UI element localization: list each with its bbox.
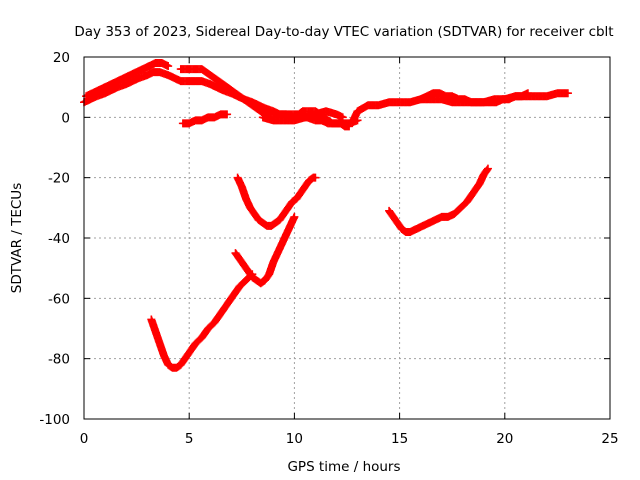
y-tick-label: 20	[53, 50, 70, 66]
x-tick-label: 0	[80, 431, 89, 447]
data-series-10	[231, 212, 299, 288]
axis-ticks: 0 5 10 15 20 25 -100 -80 -60 -40 -20 0 20	[39, 50, 618, 447]
data-point	[523, 89, 532, 98]
data-series-3	[258, 107, 347, 125]
data-series-7	[233, 173, 320, 230]
chart-title: Day 353 of 2023, Sidereal Day-to-day VTE…	[74, 24, 613, 40]
data-series-6	[416, 89, 532, 107]
x-tick-label: 10	[286, 431, 303, 447]
data-point	[345, 122, 354, 131]
x-tick-label: 15	[391, 431, 408, 447]
data-series-8	[385, 164, 492, 236]
x-tick-label: 25	[601, 431, 618, 447]
y-tick-label: -40	[48, 231, 70, 247]
data-point	[164, 62, 173, 71]
data-point	[223, 110, 232, 119]
data-series	[80, 59, 572, 372]
data-series-1	[82, 59, 173, 101]
data-series-4	[178, 110, 232, 128]
y-tick-label: -20	[48, 171, 70, 187]
y-tick-label: -80	[48, 352, 70, 368]
x-tick-label: 5	[185, 431, 194, 447]
y-axis-label: SDTVAR / TECUs	[9, 183, 25, 293]
data-point	[338, 113, 347, 122]
data-series-9	[147, 270, 257, 372]
data-point	[563, 89, 572, 98]
x-axis-label: GPS time / hours	[287, 459, 400, 475]
data-point	[311, 173, 320, 182]
x-tick-label: 20	[496, 431, 513, 447]
y-tick-label: -60	[48, 291, 70, 307]
y-tick-label: -100	[39, 412, 70, 428]
data-point	[483, 165, 492, 174]
data-point	[483, 164, 492, 173]
data-point	[290, 212, 299, 221]
y-tick-label: 0	[61, 110, 70, 126]
